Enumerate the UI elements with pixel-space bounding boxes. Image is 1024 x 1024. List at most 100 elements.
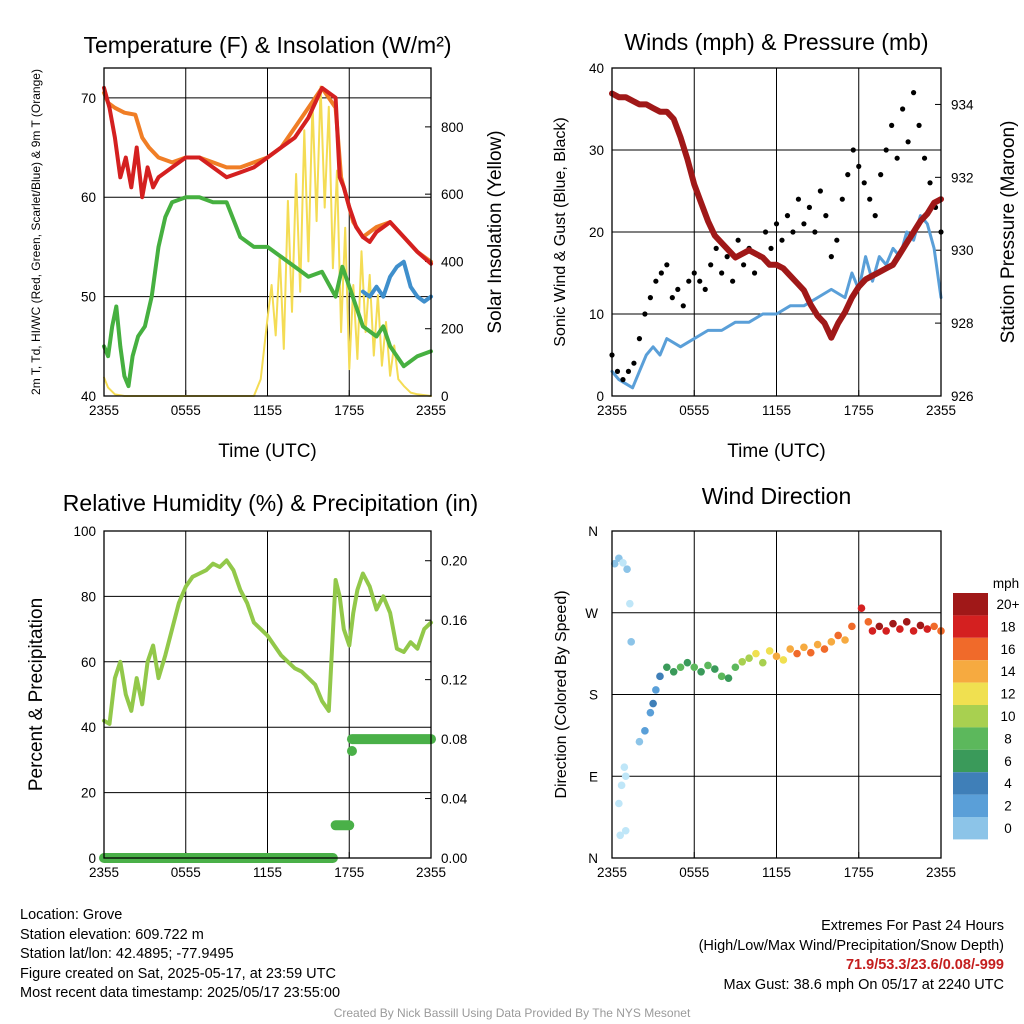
dir-point <box>857 604 866 613</box>
dir-ylabel-left: Direction (Colored By Speed) <box>553 590 570 798</box>
wind-gust-point <box>735 237 741 243</box>
extremes-values: 71.9/53.3/23.6/0.08/-999 <box>845 957 1004 974</box>
rh-ytick-right-label: 0.12 <box>441 673 467 688</box>
dir-xtick-label: 2355 <box>926 865 956 880</box>
wind-gust-point <box>845 172 851 178</box>
wind-pressure-line <box>609 90 944 341</box>
temp-ytick-label: 40 <box>81 389 96 404</box>
wind-ytick-right-label: 926 <box>951 389 974 404</box>
wind-title: Winds (mph) & Pressure (mb) <box>624 29 928 55</box>
dir-point <box>683 658 692 667</box>
dir-point <box>800 643 808 652</box>
dir-legend-swatch <box>953 615 988 638</box>
dir-legend-swatch <box>953 682 988 705</box>
wind-gust-point <box>801 221 807 227</box>
wind-gust-point <box>834 237 840 243</box>
dir-point <box>868 627 877 635</box>
dir-point <box>669 667 678 676</box>
wind-gust-point <box>795 196 802 202</box>
wind-gust-point <box>823 213 829 219</box>
wind-gust-point <box>861 180 867 186</box>
rh-ytick-label: 40 <box>81 720 96 735</box>
dir-point <box>621 826 630 835</box>
wind-xtick-label: 0555 <box>679 403 709 418</box>
wind-gust-point <box>883 147 889 153</box>
temp-ytick-label: 70 <box>81 91 96 106</box>
dir-point <box>930 622 938 631</box>
wind-ytick-label: 40 <box>589 61 604 76</box>
extremes-title: Extremes For Past 24 Hours <box>821 918 1004 934</box>
dir-legend-swatch <box>953 727 988 750</box>
recent-text: Most recent data timestamp: 2025/05/17 2… <box>20 985 341 1002</box>
dir-legend-label: 0 <box>1004 821 1012 836</box>
dir-point <box>909 627 918 635</box>
temp-hiwc-line <box>360 259 433 304</box>
temp-ytick-label: 60 <box>81 190 96 205</box>
wind-gust-point <box>867 196 873 202</box>
wind-gust-point <box>768 245 774 251</box>
dir-point <box>724 674 733 682</box>
dir-point <box>786 645 795 653</box>
wind-ytick-label: 30 <box>589 143 604 158</box>
rh-line <box>102 558 433 726</box>
dir-legend-label: 14 <box>1000 664 1016 679</box>
wind-gust-point <box>784 213 791 219</box>
temp-dewpoint-line <box>102 195 433 389</box>
wind-gust-point <box>812 229 818 235</box>
wind-gust-point <box>713 245 719 251</box>
wind-xtick-label: 2355 <box>926 403 956 418</box>
wind-gust-point <box>691 270 697 276</box>
dir-legend-swatch <box>953 794 988 817</box>
dir-legend-label: 10 <box>1000 709 1015 724</box>
dir-ytick-label: S <box>589 688 598 703</box>
wind-xtick-label: 1755 <box>844 403 874 418</box>
dir-point <box>916 621 925 630</box>
dir-legend-swatch <box>953 593 988 616</box>
wind-ytick-right-label: 930 <box>951 243 974 258</box>
wind-gust-point <box>905 139 911 145</box>
rh-ytick-label: 100 <box>73 524 96 539</box>
wind-gust-point <box>828 254 834 260</box>
wind-gust-point <box>697 278 703 284</box>
wind-gust-point <box>817 188 823 194</box>
extremes-subtitle: (High/Low/Max Wind/Precipitation/Snow De… <box>698 937 1004 954</box>
dir-point <box>806 648 815 657</box>
dir-legend-label: 16 <box>1000 642 1015 657</box>
dir-frame <box>611 530 942 859</box>
dir-xtick-label: 0555 <box>679 865 709 880</box>
dir-point <box>646 708 655 717</box>
rh-ytick-right-label: 0.00 <box>441 851 467 866</box>
dir-point <box>615 799 623 808</box>
dir-point <box>717 672 726 681</box>
wind-gust-point <box>872 213 878 219</box>
wind-gust-point <box>680 303 686 309</box>
temp-ytick-right-label: 0 <box>441 389 449 404</box>
elevation-text: Station elevation: 609.722 m <box>20 926 204 943</box>
temp-xlabel: Time (UTC) <box>218 441 317 462</box>
temp-2m-line <box>102 85 433 266</box>
credit-text: Created By Nick Bassill Using Data Provi… <box>333 1006 691 1020</box>
wind-gust-point <box>658 270 664 276</box>
dir-point <box>676 663 685 672</box>
dir-ytick-label: N <box>588 524 598 539</box>
wind-gust-point <box>719 270 725 276</box>
dir-point <box>616 831 625 840</box>
temp-ytick-right-label: 200 <box>441 322 464 337</box>
wind-gust-point <box>806 204 813 210</box>
dir-point <box>834 631 842 640</box>
dir-xtick-label: 2355 <box>597 865 627 880</box>
created-text: Figure created on Sat, 2025-05-17, at 23… <box>20 965 336 982</box>
dir-legend-label: 12 <box>1000 687 1015 702</box>
dir-legend-swatch <box>953 660 988 683</box>
wind-ytick-right-label: 928 <box>951 316 974 331</box>
wind-ytick-right-label: 934 <box>951 97 974 112</box>
rh-xtick-label: 2355 <box>416 865 446 880</box>
wind-gust-point <box>921 155 928 161</box>
dir-point <box>626 599 634 608</box>
rh-xtick-label: 2355 <box>89 865 119 880</box>
wind-gust-point <box>730 278 736 284</box>
wind-gust-point <box>724 254 730 260</box>
dir-point <box>752 649 760 658</box>
dir-ytick-label: N <box>588 851 598 866</box>
